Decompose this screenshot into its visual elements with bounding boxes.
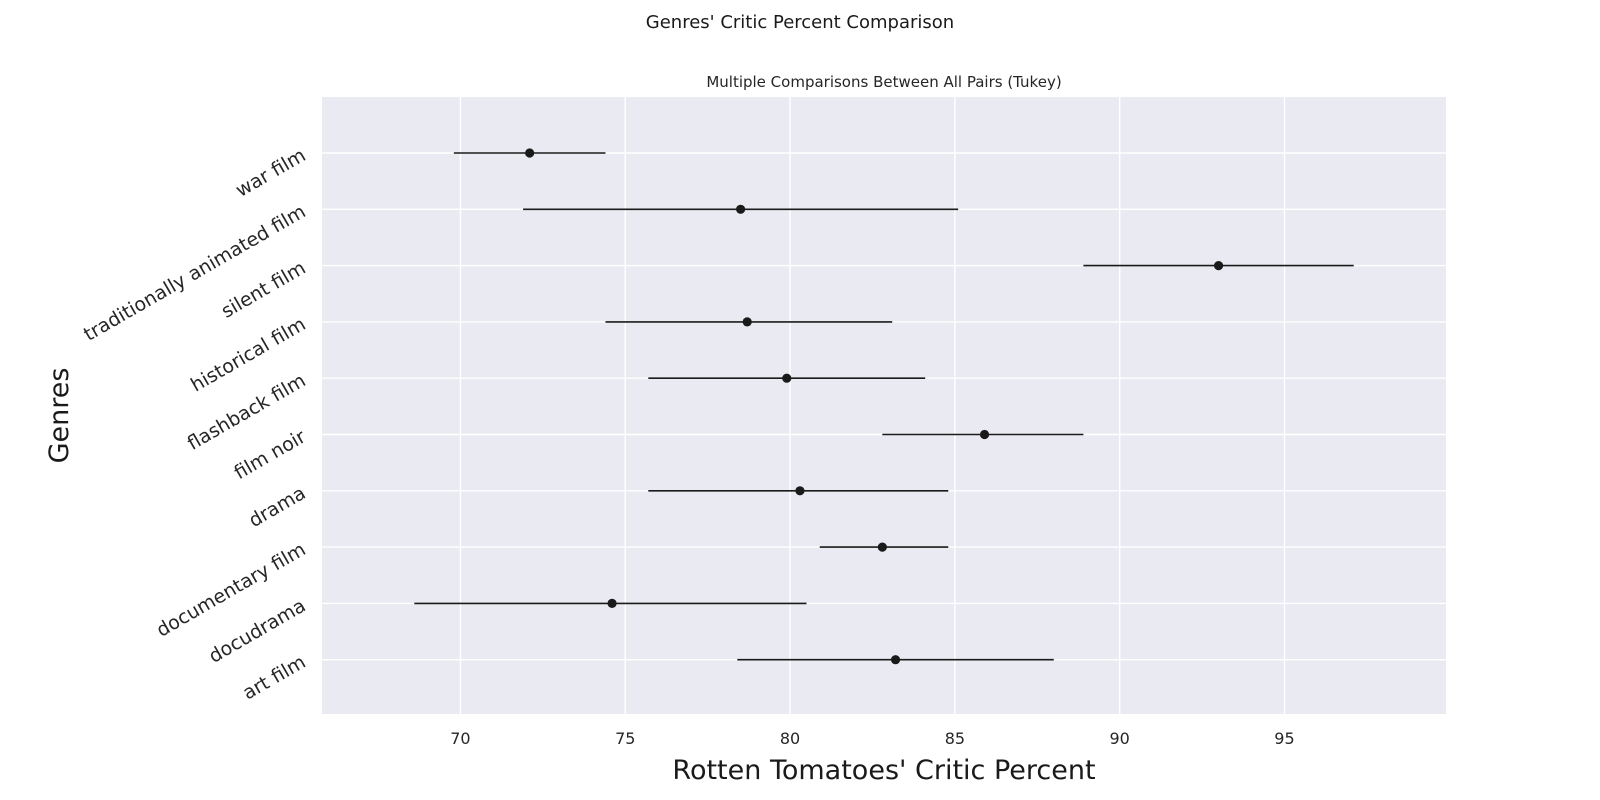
x-tick-label: 95 xyxy=(1274,729,1294,748)
y-axis-label: Genres xyxy=(44,368,75,464)
mean-point xyxy=(1213,261,1224,271)
mean-point xyxy=(525,148,535,158)
mean-point xyxy=(736,204,746,214)
mean-point xyxy=(607,598,617,609)
y-tick-label: art film xyxy=(239,651,309,704)
mean-point xyxy=(795,486,805,496)
mean-point xyxy=(979,429,990,440)
interval-series xyxy=(414,148,1354,665)
mean-point xyxy=(877,542,887,552)
plot-area xyxy=(322,97,1446,714)
mean-point xyxy=(742,317,752,327)
axes-title: Multiple Comparisons Between All Pairs (… xyxy=(706,73,1061,91)
x-axis-label: Rotten Tomatoes' Critic Percent xyxy=(672,755,1095,786)
y-tick-label: film noir xyxy=(230,426,309,484)
x-tick-label: 80 xyxy=(780,729,800,748)
x-tick-label: 75 xyxy=(615,729,635,748)
y-tick-label: silent film xyxy=(218,257,310,323)
y-tick-label: war film xyxy=(232,144,310,201)
x-tick-label: 90 xyxy=(1109,729,1129,748)
x-tick-label: 70 xyxy=(450,729,470,748)
x-axis-ticks: 70 75 80 85 90 95 xyxy=(450,729,1294,748)
mean-point xyxy=(890,655,901,665)
y-tick-label: drama xyxy=(245,482,309,532)
mean-point xyxy=(782,373,792,383)
x-tick-label: 85 xyxy=(945,729,965,748)
figure-suptitle: Genres' Critic Percent Comparison xyxy=(645,12,955,33)
